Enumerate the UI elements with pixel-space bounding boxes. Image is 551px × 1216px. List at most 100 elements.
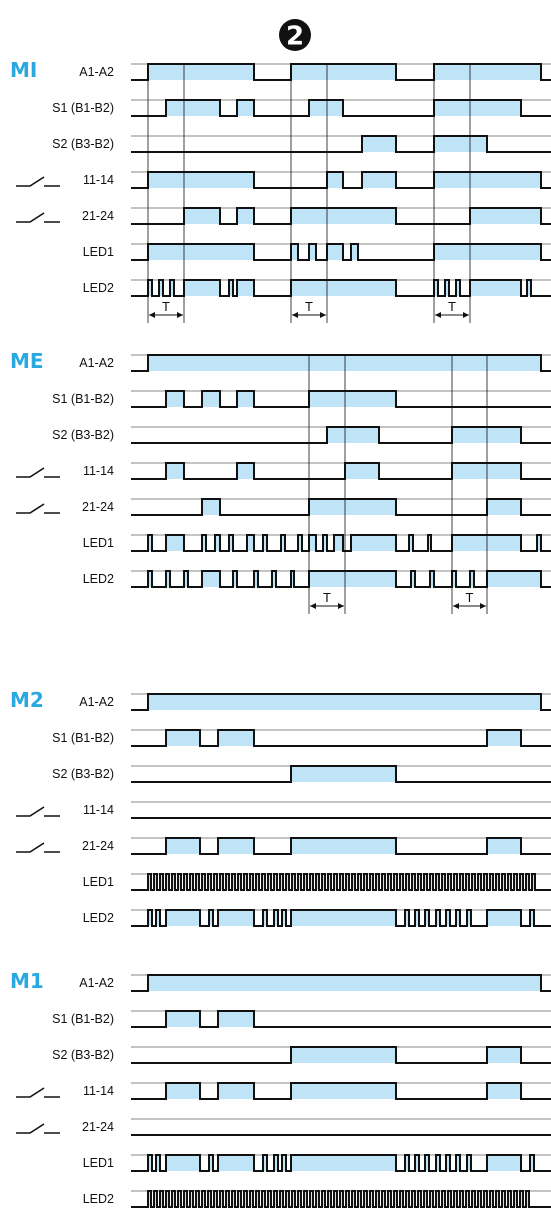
pulse-fill [220, 1191, 223, 1207]
pulse-fill [502, 874, 505, 890]
pulse-fill [256, 1191, 259, 1207]
pulse-fill [172, 1191, 175, 1207]
row-label: LED1 [83, 245, 114, 259]
pulse-fill [514, 874, 517, 890]
pulse-fill [456, 1155, 460, 1171]
pulse-fill [160, 1191, 163, 1207]
pulse-fill [148, 535, 152, 551]
pulse-fill [496, 1191, 499, 1207]
pulse-fill [490, 874, 493, 890]
pulse-fill [184, 571, 188, 587]
signal-row: LED1 [83, 243, 551, 261]
row-label: 11-14 [83, 1084, 114, 1098]
signal-trace [131, 390, 551, 408]
pulse-fill [466, 1191, 469, 1207]
pulse-fill [445, 280, 449, 296]
row-label: 11-14 [83, 464, 114, 478]
signal-row: S2 (B3-B2) [52, 1046, 551, 1064]
contact-switch-icon [16, 842, 60, 853]
timing-marker: T [451, 355, 488, 614]
signal-row: S1 (B1-B2) [52, 1010, 551, 1028]
pulse-fill [428, 535, 431, 551]
row-label: A1-A2 [79, 695, 114, 709]
pulse-fill [166, 463, 184, 479]
pulse-fill [232, 1191, 235, 1207]
pulse-fill [388, 874, 391, 890]
pulse-fill [352, 1191, 355, 1207]
pulse-fill [376, 874, 379, 890]
signal-trace [131, 1154, 551, 1172]
pulse-fill [170, 280, 174, 296]
row-label: S1 (B1-B2) [52, 101, 114, 115]
timing-marker: T [147, 64, 185, 323]
pulse-fill [487, 910, 521, 926]
pulse-fill [382, 874, 385, 890]
pulse-fill [166, 838, 200, 854]
pulse-fill [291, 838, 396, 854]
pulse-fill [467, 910, 471, 926]
signal-row: 11-14 [16, 171, 551, 189]
pulse-fill [229, 535, 233, 551]
pulse-fill [291, 766, 396, 782]
signal-trace [131, 498, 551, 516]
contact-switch-icon [16, 1087, 60, 1098]
row-label: LED2 [83, 572, 114, 586]
pulse-fill [166, 100, 220, 116]
pulse-fill [184, 280, 220, 296]
signal-row: LED2 [83, 570, 551, 588]
arrow-head-right-icon [338, 603, 344, 609]
pulse-fill [247, 535, 254, 551]
signal-trace [131, 243, 551, 261]
pulse-fill [202, 874, 205, 890]
pulse-fill [470, 571, 474, 587]
pulse-fill [358, 874, 361, 890]
pulse-fill [218, 910, 254, 926]
signal-trace [131, 873, 551, 891]
timing-marker: T [290, 64, 328, 323]
pulse-fill [394, 874, 397, 890]
pulse-fill [406, 1191, 409, 1207]
signal-row: LED1 [83, 873, 551, 891]
pulse-fill [487, 1083, 521, 1099]
signal-trace [131, 1082, 551, 1100]
signal-trace [131, 354, 551, 372]
pulse-fill [520, 1191, 523, 1207]
pulse-fill [527, 280, 531, 296]
pulse-fill [159, 280, 163, 296]
pulse-fill [166, 730, 200, 746]
pulse-fill [487, 571, 541, 587]
pulse-fill [446, 1155, 450, 1171]
pulse-fill [370, 874, 373, 890]
pulse-fill [334, 1191, 337, 1207]
pulse-fill [202, 571, 220, 587]
pulse-fill [467, 1155, 471, 1171]
pulse-fill [268, 874, 271, 890]
pulse-fill [148, 280, 152, 296]
pulse-fill [215, 535, 220, 551]
mode-label: M2 [10, 688, 44, 712]
pulse-fill [304, 874, 307, 890]
pulse-fill [487, 499, 521, 515]
pulse-fill [388, 1191, 391, 1207]
signal-trace [131, 63, 551, 81]
pulse-fill [394, 1191, 397, 1207]
arrow-head-left-icon [435, 312, 441, 318]
signal-trace [131, 1010, 551, 1028]
arrow-head-left-icon [453, 603, 459, 609]
pulse-fill [430, 1191, 433, 1207]
pulse-fill [323, 535, 327, 551]
pulse-fill [202, 391, 220, 407]
pulse-fill [418, 1191, 421, 1207]
pulse-fill [148, 910, 152, 926]
pulse-fill [514, 1191, 517, 1207]
pulse-fill [244, 874, 247, 890]
pulse-fill [202, 499, 220, 515]
row-label: S2 (B3-B2) [52, 1048, 114, 1062]
signal-row: LED2 [83, 1190, 551, 1208]
pulse-fill [334, 535, 343, 551]
pulse-fill [218, 838, 254, 854]
pulse-fill [456, 280, 460, 296]
timer-label: T [162, 299, 170, 314]
pulse-fill [166, 535, 184, 551]
pulse-fill [346, 874, 349, 890]
